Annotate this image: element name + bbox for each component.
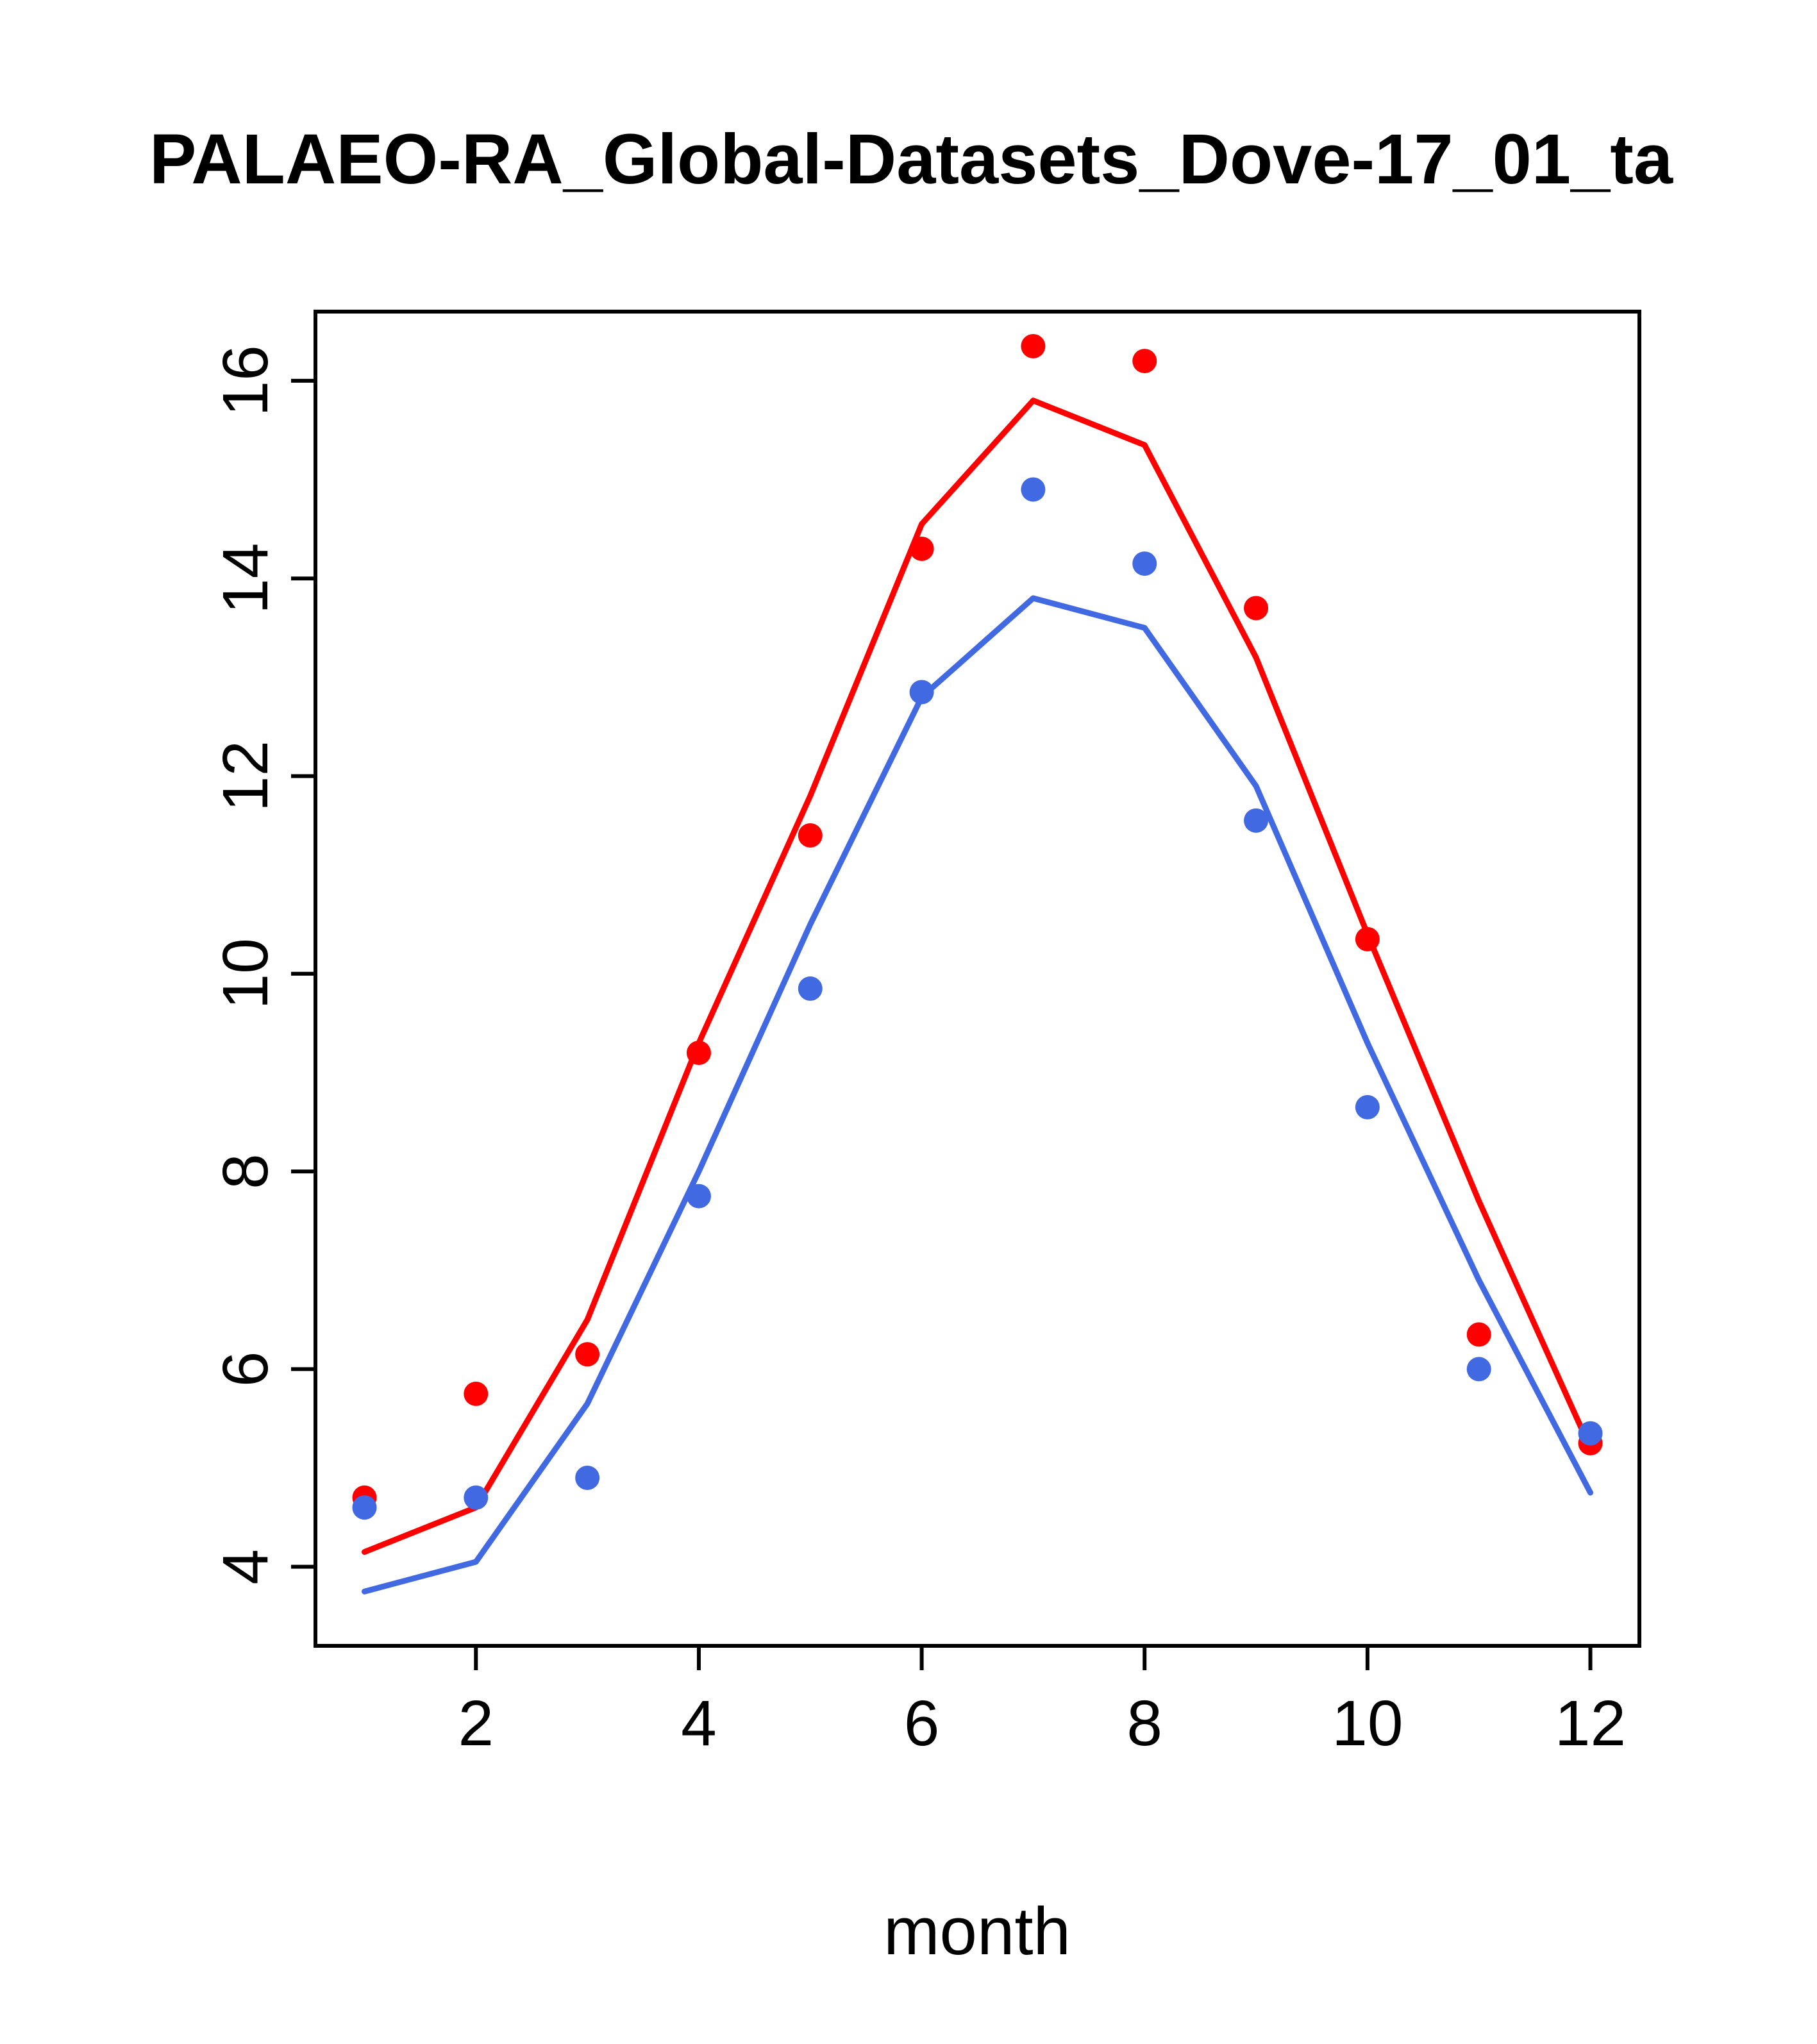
blue-points-marker <box>1355 1094 1380 1119</box>
blue-points-marker <box>1466 1357 1491 1382</box>
blue-points-marker <box>464 1485 489 1510</box>
red-points-marker <box>798 823 823 848</box>
y-tick-label: 12 <box>210 741 281 812</box>
blue-points-marker <box>1578 1421 1603 1446</box>
blue-points-marker <box>798 976 823 1001</box>
red-line <box>361 398 1594 1555</box>
x-tick-label: 2 <box>458 1688 494 1759</box>
x-tick-label: 8 <box>1126 1688 1162 1759</box>
x-axis-label: month <box>883 1894 1071 1969</box>
blue-line <box>361 595 1594 1595</box>
x-tick-label: 10 <box>1332 1688 1403 1759</box>
x-tick-label: 6 <box>904 1688 940 1759</box>
y-tick-label: 6 <box>210 1352 281 1387</box>
red-points-marker <box>1466 1322 1491 1347</box>
x-tick-label: 12 <box>1555 1688 1626 1759</box>
red-points-marker <box>464 1381 489 1406</box>
red-points-marker <box>575 1342 600 1367</box>
y-tick-label: 8 <box>210 1153 281 1189</box>
blue-points-marker <box>575 1465 600 1490</box>
blue-points-marker <box>352 1495 377 1520</box>
red-points-marker <box>1132 349 1157 374</box>
blue-points-marker <box>686 1184 711 1209</box>
red-points-marker <box>1355 926 1380 951</box>
x-tick-label: 4 <box>681 1688 717 1759</box>
red-points-marker <box>909 536 934 561</box>
blue-points-marker <box>1021 477 1046 502</box>
data-series <box>352 333 1603 1595</box>
blue-points-marker <box>1244 808 1269 833</box>
y-tick-label: 4 <box>210 1549 281 1585</box>
y-tick-label: 14 <box>210 543 281 614</box>
blue-points-marker <box>1132 551 1157 576</box>
plot-border <box>314 310 1641 1648</box>
y-tick-label: 10 <box>210 938 281 1009</box>
blue-points-marker <box>909 680 934 705</box>
red-points-marker <box>686 1041 711 1066</box>
chart-title: PALAEO-RA_Global-Datasets_Dove-17_01_ta <box>149 120 1673 199</box>
red-points-marker <box>1021 333 1046 358</box>
y-tick-label: 16 <box>210 345 281 416</box>
red-points-marker <box>1244 596 1269 621</box>
axes: 2 4 6 8 10 12 4 6 8 10 12 14 16 <box>210 310 1641 1759</box>
